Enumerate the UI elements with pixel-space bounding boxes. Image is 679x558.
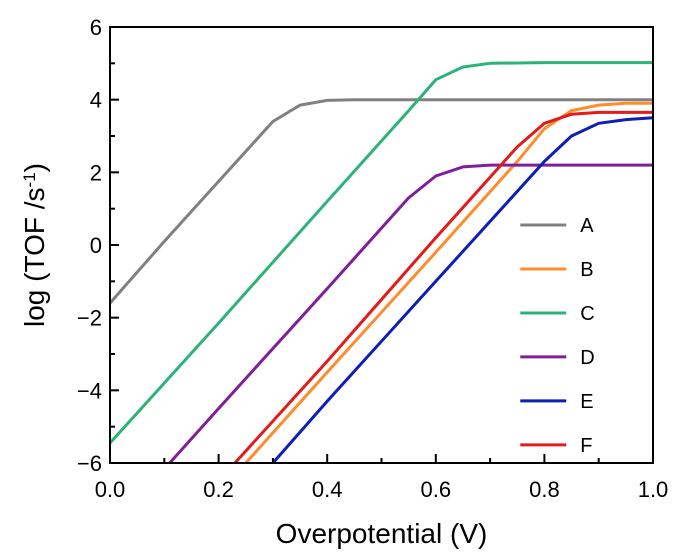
y-tick-label: 0 bbox=[90, 233, 102, 258]
legend-label-f: F bbox=[580, 435, 592, 457]
series-line-b bbox=[244, 101, 653, 463]
y-tick-label: 2 bbox=[90, 160, 102, 185]
y-tick-label: 4 bbox=[90, 88, 102, 113]
y-tick-label: −2 bbox=[77, 306, 102, 331]
series-line-a bbox=[110, 98, 653, 305]
x-tick-label: 0.6 bbox=[421, 477, 452, 502]
series-layer bbox=[110, 61, 653, 463]
series-line-c bbox=[110, 61, 653, 445]
x-tick-label: 0.2 bbox=[203, 477, 234, 502]
y-axis-title-superscript: -1 bbox=[20, 172, 39, 187]
legend-label-c: C bbox=[580, 303, 594, 325]
y-axis: −6 −4 −2 0 2 4 6 bbox=[77, 15, 119, 476]
series-line-e bbox=[271, 116, 653, 463]
y-axis-title: log (TOF /s-1) bbox=[19, 163, 50, 327]
x-tick-label: 0.4 bbox=[312, 477, 343, 502]
y-tick-label: −4 bbox=[77, 378, 102, 403]
legend-label-e: E bbox=[580, 391, 593, 413]
plot-frame bbox=[109, 26, 654, 464]
y-tick-label: 6 bbox=[90, 15, 102, 40]
series-line-d bbox=[168, 163, 653, 463]
x-axis: 0.0 0.2 0.4 0.6 0.8 1.0 bbox=[95, 454, 669, 502]
x-tick-label: 0.0 bbox=[95, 477, 126, 502]
x-axis-title: Overpotential (V) bbox=[276, 518, 488, 549]
series-line-f bbox=[233, 110, 653, 463]
y-tick-label: −6 bbox=[77, 451, 102, 476]
legend-label-a: A bbox=[580, 215, 594, 237]
y-axis-title-main: log (TOF /s bbox=[19, 187, 50, 327]
legend-label-d: D bbox=[580, 347, 594, 369]
x-tick-label: 1.0 bbox=[638, 477, 669, 502]
y-axis-title-close: ) bbox=[19, 163, 50, 172]
legend-label-b: B bbox=[580, 259, 593, 281]
x-tick-label: 0.8 bbox=[529, 477, 560, 502]
